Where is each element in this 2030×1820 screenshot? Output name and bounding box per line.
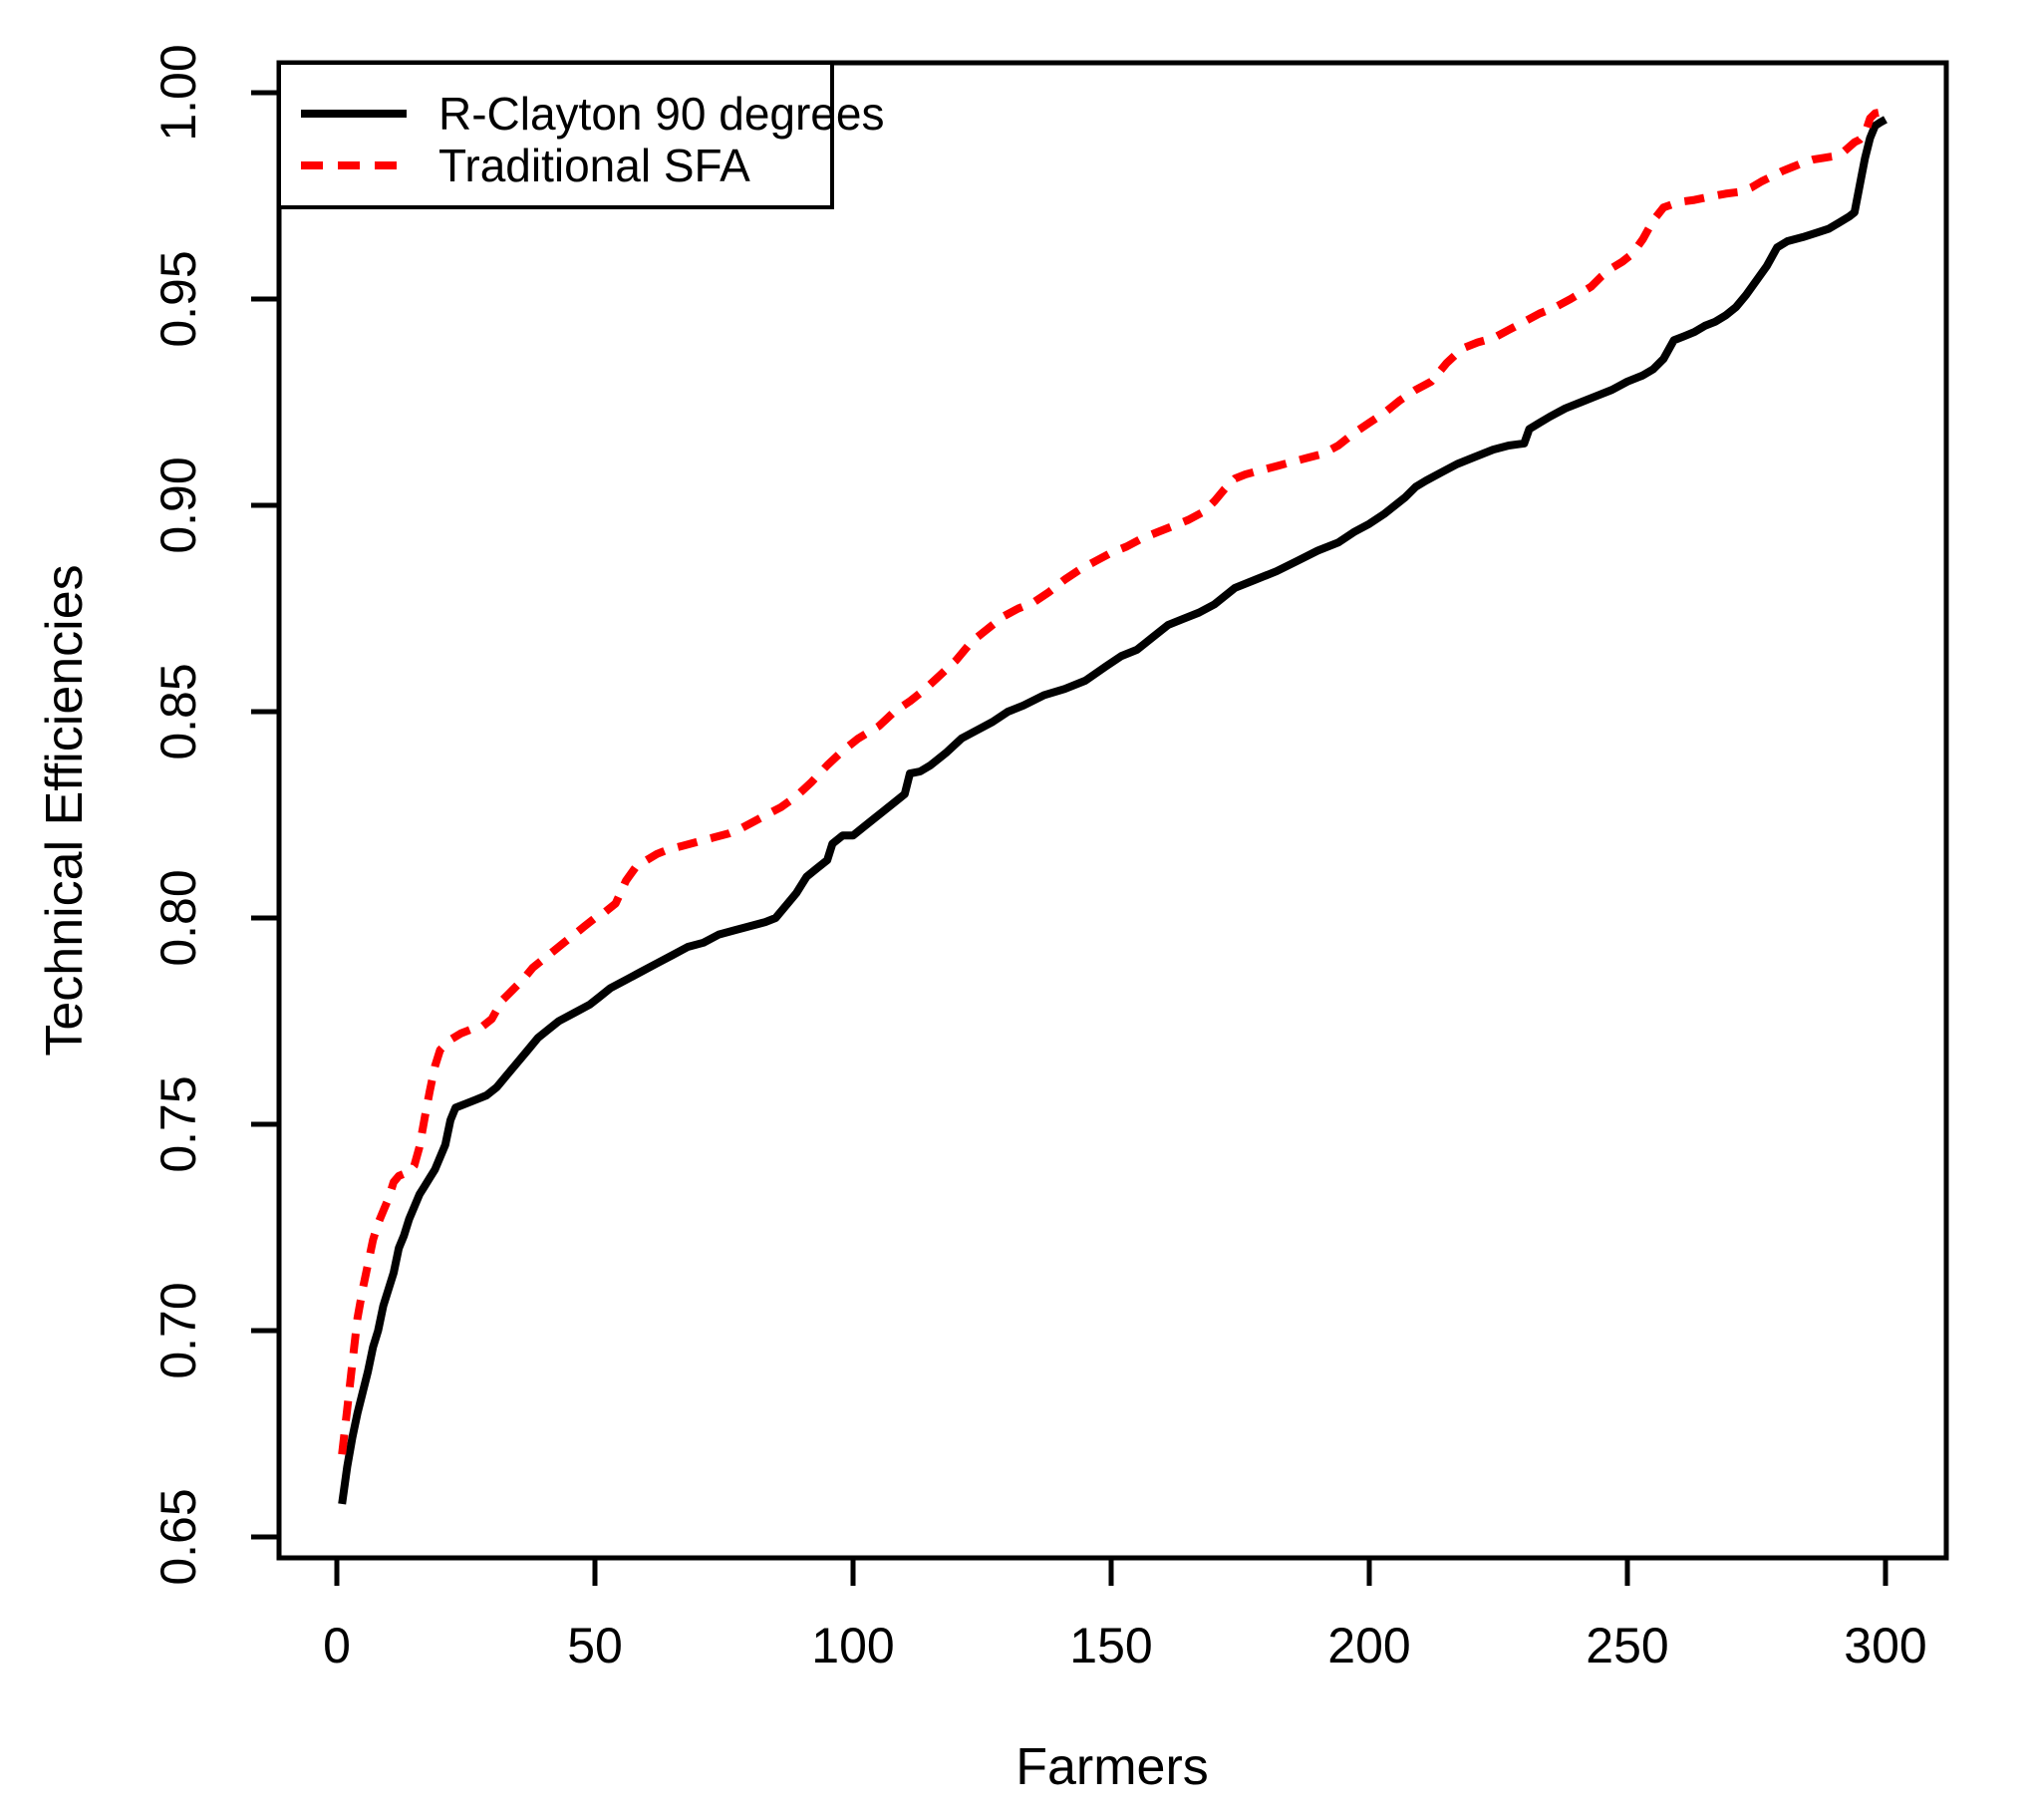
series-line-r-clayton-90-degrees: [338, 116, 1887, 1505]
x-axis: 0 50 100 150 200 250 300: [323, 1558, 1927, 1673]
y-tick-label: 0.85: [150, 663, 206, 759]
x-tick-label: 0: [323, 1618, 351, 1673]
legend-box: [277, 61, 834, 209]
x-tick-label: 100: [811, 1618, 894, 1673]
y-tick-label: 0.80: [150, 869, 206, 966]
y-tick-label: 0.65: [150, 1488, 206, 1585]
y-axis-title: Technical Efficiencies: [36, 564, 94, 1056]
x-tick-label: 250: [1586, 1618, 1668, 1673]
y-tick-label: 0.90: [150, 456, 206, 553]
x-tick-label: 50: [567, 1618, 623, 1673]
y-axis: 0.65 0.70 0.75 0.80 0.85 0.90 0.95 1.00: [150, 44, 279, 1586]
x-tick-label: 300: [1844, 1618, 1926, 1673]
legend: R-Clayton 90 degrees Traditional SFA: [277, 61, 884, 209]
x-tick-label: 200: [1327, 1618, 1410, 1673]
series-line-traditional-sfa: [338, 107, 1886, 1455]
y-tick-label: 0.95: [150, 250, 206, 347]
legend-label-r-clayton: R-Clayton 90 degrees: [438, 88, 884, 140]
y-tick-label: 0.75: [150, 1075, 206, 1172]
series-group: [338, 107, 1887, 1505]
y-tick-label: 1.00: [150, 44, 206, 141]
legend-label-traditional-sfa: Traditional SFA: [438, 140, 750, 191]
plot-frame: [276, 60, 1949, 1561]
y-tick-label: 0.70: [150, 1282, 206, 1378]
x-tick-label: 150: [1069, 1618, 1152, 1673]
x-axis-title: Farmers: [1015, 1738, 1209, 1796]
